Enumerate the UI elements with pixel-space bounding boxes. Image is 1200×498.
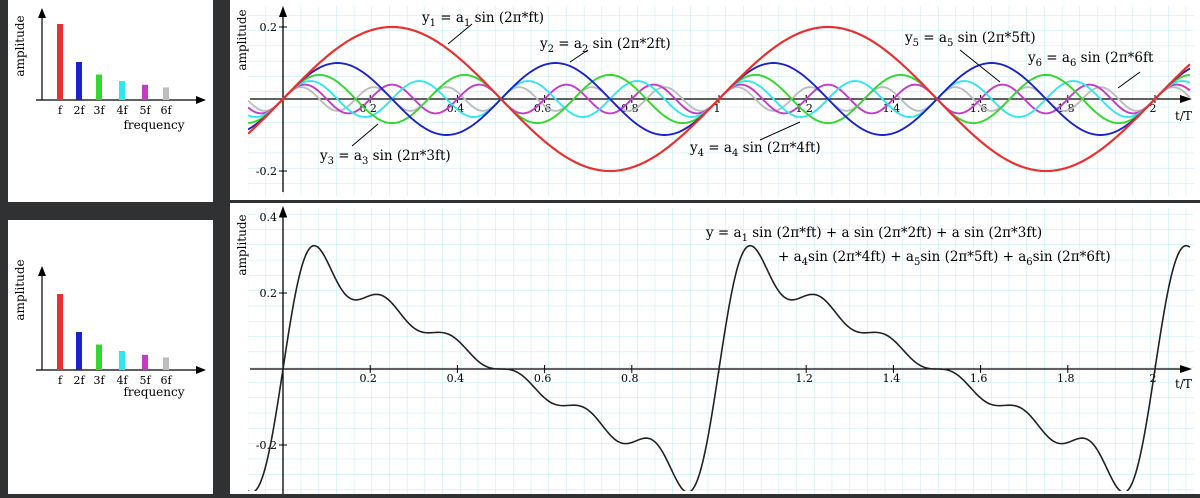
annotation-y1-text: y1 = a1 sin (2π*ft) — [421, 10, 544, 29]
annotation-y2: y2 = a2 sin (2π*2ft) — [539, 36, 671, 63]
spectrum-top-tick-3f: 3f — [93, 104, 105, 117]
spectrum-top: amplitude frequency f 2f 3f 4f 5f 6f — [13, 8, 206, 132]
annotation-y4-text: y4 = a4 sin (2π*4ft) — [689, 140, 821, 159]
spectrum-top-y-arrow — [38, 8, 46, 18]
bottom-xtick-0.8: 0.8 — [621, 372, 639, 385]
bottom-plot-x-arrow — [1180, 365, 1192, 373]
annotation-y5: y5 = a5 sin (2π*5ft) — [904, 30, 1036, 83]
bottom-plot-y-arrow — [279, 206, 287, 217]
top-xtick-1: 1 — [714, 102, 721, 115]
spectrum-bottom-tick-2f: 2f — [73, 374, 85, 387]
spectrum-top-tick-f: f — [58, 104, 63, 117]
spectrum-bottom-tick-3f: 3f — [93, 374, 105, 387]
bottom-xtick-0.4: 0.4 — [447, 372, 465, 385]
top-ytick-0.2: 0.2 — [260, 21, 278, 34]
spectrum-bottom-x-arrow — [196, 366, 206, 374]
annotation-y5-text: y5 = a5 sin (2π*5ft) — [904, 30, 1036, 49]
sum-formula-line1: y = a1 sin (2π*ft) + a sin (2π*2ft) + a … — [705, 225, 1042, 244]
spectrum-top-tick-2f: 2f — [73, 104, 85, 117]
bottom-xtick-1.4: 1.4 — [883, 372, 901, 385]
bottom-xtick-1.6: 1.6 — [970, 372, 988, 385]
top-plot-xlabel: t/T — [1175, 109, 1192, 123]
top-plot-y-arrow — [279, 6, 287, 17]
sum-formula-line2: + a4sin (2π*4ft) + a5sin (2π*5ft) + a6si… — [778, 249, 1111, 268]
top-xtick-1.2: 1.2 — [795, 102, 813, 115]
spectrum-bar-4f — [119, 351, 125, 370]
bottom-ytick--0.2: -0.2 — [256, 439, 277, 452]
curve-y1 — [248, 25, 1191, 173]
top-ytick--0.2: -0.2 — [256, 165, 277, 178]
spectrum-bottom-xlabel: frequency — [123, 385, 184, 399]
spectrum-bar-3f — [96, 344, 102, 370]
spectrum-top-ylabel: amplitude — [13, 15, 27, 76]
top-xtick-0.2: 0.2 — [359, 102, 377, 115]
spectrum-top-x-arrow — [196, 96, 206, 104]
spectrum-top-panel — [8, 0, 213, 202]
spectrum-top-tick-6f: 6f — [160, 104, 172, 117]
spectrum-bar-2f — [76, 62, 82, 100]
spectrum-bottom: amplitude frequency f 2f 3f 4f 5f 6f — [13, 259, 206, 399]
spectrum-bar-f — [57, 294, 63, 370]
top-plot-ylabel: amplitude — [235, 9, 249, 70]
spectrum-bar-3f — [96, 74, 102, 100]
spectrum-top-tick-4f: 4f — [116, 104, 128, 117]
annotation-y6: y6 = a6 sin (2π*6ft — [1027, 50, 1154, 89]
annotation-y2-text: y2 = a2 sin (2π*2ft) — [539, 36, 671, 55]
spectrum-bar-5f — [142, 84, 148, 100]
spectrum-bottom-tick-f: f — [58, 374, 63, 387]
annotation-y6-text: y6 = a6 sin (2π*6ft — [1027, 50, 1154, 69]
annotation-y1-leader — [447, 23, 473, 45]
bottom-xtick-1.8: 1.8 — [1057, 372, 1075, 385]
annotation-y2-leader — [569, 49, 589, 63]
bottom-plot-ylabel: amplitude — [235, 214, 249, 275]
spectrum-bar-4f — [119, 81, 125, 100]
spectrum-bar-5f — [142, 354, 148, 370]
spectrum-bottom-tick-4f: 4f — [116, 374, 128, 387]
spectrum-bottom-tick-6f: 6f — [160, 374, 172, 387]
spectrum-top-xlabel: frequency — [123, 118, 184, 132]
annotation-y5-leader — [959, 49, 1001, 83]
annotation-y3-text: y3 = a3 sin (2π*3ft) — [319, 148, 451, 167]
annotation-y3-leader — [351, 123, 379, 147]
annotation-y6-leader — [1117, 71, 1141, 89]
spectrum-bottom-tick-5f: 5f — [139, 374, 151, 387]
top-plot: amplitude t/T 0.2 0.4 0.6 0.8 1 1.2 1.4 1.6 1.8 2… — [235, 6, 1192, 192]
spectrum-top-tick-5f: 5f — [139, 104, 151, 117]
annotation-y4: y4 = a4 sin (2π*4ft) — [689, 121, 821, 159]
bottom-plot-xlabel: t/T — [1175, 377, 1192, 391]
top-xtick-2: 2 — [1150, 102, 1157, 115]
curve-sum — [248, 244, 1191, 491]
spectrum-bottom-panel — [8, 220, 213, 494]
bottom-xtick-1.2: 1.2 — [795, 372, 813, 385]
top-grid — [248, 6, 1194, 196]
bottom-xtick-0.6: 0.6 — [534, 372, 552, 385]
bottom-ytick-0.2: 0.2 — [260, 287, 278, 300]
annotation-y1: y1 = a1 sin (2π*ft) — [421, 10, 544, 45]
bottom-xtick-0.2: 0.2 — [359, 372, 377, 385]
annotation-y3: y3 = a3 sin (2π*3ft) — [319, 123, 451, 167]
spectrum-bottom-ylabel: amplitude — [13, 259, 27, 320]
spectrum-bottom-y-arrow — [38, 266, 46, 276]
spectrum-bar-6f — [163, 87, 169, 100]
bottom-ytick-0.4: 0.4 — [260, 211, 278, 224]
spectrum-bar-f — [57, 24, 63, 100]
bottom-plot: amplitude t/T 0.2 0.4 0.6 0.8 1.2 1.4 1.6 1.8 20… — [235, 206, 1192, 494]
spectrum-bar-6f — [163, 357, 169, 370]
top-plot-x-arrow — [1180, 95, 1192, 103]
spectrum-bar-2f — [76, 332, 82, 370]
annotation-y4-leader — [759, 121, 801, 141]
